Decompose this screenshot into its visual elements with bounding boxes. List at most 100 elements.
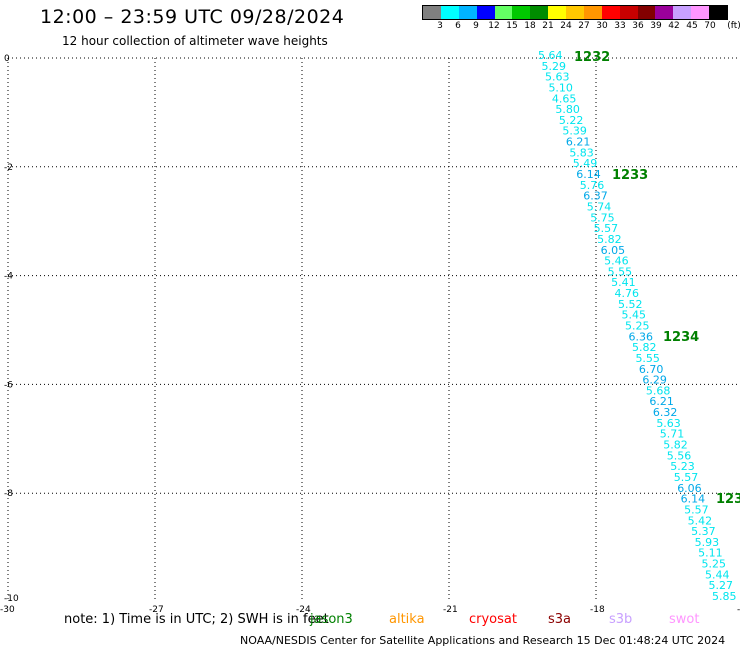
wave-height-value: 5.44	[705, 568, 730, 581]
wave-height-value: 5.55	[608, 265, 633, 278]
footer-credit: NOAA/NESDIS Center for Satellite Applica…	[240, 634, 726, 647]
lon-tick-label: -27	[149, 605, 164, 612]
lon-tick-label: -21	[443, 605, 458, 612]
wave-height-value: 5.63	[545, 71, 570, 84]
pass-number-label: 1233	[612, 168, 648, 183]
lat-tick-label: -10	[4, 594, 19, 604]
wave-height-value: 5.29	[541, 60, 566, 73]
axis-ticks: -30 -27 -24 -21 -18 -15 0 -2 -4 -6 -8 -10	[0, 54, 740, 612]
wave-height-value: 5.64	[538, 49, 563, 62]
legend-label: 70	[704, 21, 716, 31]
color-legend-labels: 3 6 9 12 15 18 21 24 27 30 33 36 39 42 45 70 (ft)	[422, 21, 740, 33]
wave-height-value: 5.37	[691, 525, 716, 538]
legend-label: 12	[488, 21, 500, 31]
wave-height-value: 6.70	[639, 363, 664, 376]
legend-label: 33	[614, 21, 626, 31]
legend-label: 30	[596, 21, 608, 31]
wave-height-value: 5.76	[580, 179, 605, 192]
lon-tick-label: -30	[0, 605, 15, 612]
satellite-name-cryosat: cryosat	[469, 612, 517, 627]
legend-swatch	[512, 6, 531, 19]
wave-height-value: 5.83	[569, 146, 594, 159]
legend-swatch	[423, 6, 441, 19]
wave-height-value: 5.74	[587, 200, 612, 213]
wave-height-value: 5.82	[597, 233, 622, 246]
lat-tick-label: -2	[4, 163, 13, 173]
wave-height-value: 5.39	[562, 125, 587, 138]
wave-height-value: 6.32	[653, 406, 678, 419]
wave-height-value: 5.57	[674, 471, 699, 484]
note-text: note: 1) Time is in UTC; 2) SWH is in fe…	[64, 612, 329, 627]
satellite-name-s3b: s3b	[609, 612, 633, 627]
legend-unit: (ft)	[727, 21, 740, 31]
wave-height-value: 5.10	[548, 81, 573, 94]
wave-height-value: 5.75	[590, 211, 615, 224]
wave-height-value: 5.63	[656, 417, 681, 430]
wave-height-value: 6.21	[649, 395, 674, 408]
pass-number-label: 123	[716, 492, 740, 507]
legend-label: 6	[455, 21, 461, 31]
satellite-name-s3a: s3a	[548, 612, 572, 627]
legend-label: 15	[506, 21, 518, 31]
satellite-name-swot: swot	[669, 612, 700, 627]
lon-tick-label: -18	[590, 605, 605, 612]
wave-height-value: 5.82	[632, 341, 657, 354]
legend-swatch	[655, 6, 674, 19]
legend-swatch	[530, 6, 549, 19]
wave-height-value: 6.37	[583, 190, 608, 203]
legend-label: 21	[542, 21, 554, 31]
legend-swatch	[476, 6, 495, 19]
wave-height-value: 5.57	[594, 222, 619, 235]
wave-height-value: 5.25	[702, 558, 727, 571]
wave-height-value: 6.36	[628, 330, 653, 343]
wave-height-value: 5.41	[611, 276, 636, 289]
wave-height-value: 5.49	[573, 157, 598, 170]
legend-label: 18	[524, 21, 536, 31]
legend-label: 24	[560, 21, 572, 31]
lat-tick-label: 0	[4, 54, 10, 64]
wave-height-value: 5.71	[660, 428, 685, 441]
wave-height-value: 6.05	[601, 244, 626, 257]
wave-height-value: 5.42	[688, 514, 713, 527]
wave-height-value: 5.45	[622, 309, 647, 322]
legend-swatch	[458, 6, 477, 19]
legend-label: 9	[473, 21, 479, 31]
wave-height-value: 5.52	[618, 298, 643, 311]
legend-label: 42	[668, 21, 680, 31]
legend-swatch	[619, 6, 638, 19]
lat-tick-label: -8	[4, 489, 13, 499]
wave-height-value: 5.22	[559, 114, 584, 127]
wave-height-value: 5.55	[635, 352, 660, 365]
wave-height-value: 6.14	[681, 493, 706, 506]
wave-height-value: 5.23	[670, 460, 695, 473]
wave-height-value: 4.65	[552, 92, 577, 105]
legend-label: 36	[632, 21, 644, 31]
wave-height-value: 5.68	[646, 384, 671, 397]
legend-swatch	[637, 6, 656, 19]
wave-height-value: 6.21	[566, 136, 591, 149]
satellite-name-jason3: jason3	[310, 612, 353, 627]
wave-height-value: 5.25	[625, 320, 650, 333]
legend-swatch	[601, 6, 620, 19]
legend-swatch	[548, 6, 566, 19]
wave-height-value: 5.80	[555, 103, 580, 116]
legend-swatch	[583, 6, 602, 19]
lon-tick-label: -24	[296, 605, 311, 612]
legend-swatch	[494, 6, 513, 19]
lat-tick-label: -4	[4, 272, 13, 282]
wave-height-value: 6.29	[642, 374, 667, 387]
pass-number-label: 1232	[574, 50, 610, 65]
legend-swatch	[691, 6, 709, 19]
legend-swatch	[566, 6, 584, 19]
lon-tick-label: -15	[737, 605, 740, 612]
legend-label: 27	[578, 21, 590, 31]
pass-number-label: 1234	[663, 330, 699, 345]
legend-swatch	[673, 6, 692, 19]
legend-swatch	[709, 6, 727, 19]
wave-height-value: 5.85	[712, 590, 737, 603]
pass-labels: 1232 1233 1234 123	[574, 50, 740, 507]
color-legend-bar	[422, 5, 728, 20]
wave-height-labels: 5.645.295.635.104.655.805.225.396.215.83…	[538, 49, 737, 603]
wave-height-value: 5.57	[684, 503, 709, 516]
wave-height-value: 5.46	[604, 255, 629, 268]
